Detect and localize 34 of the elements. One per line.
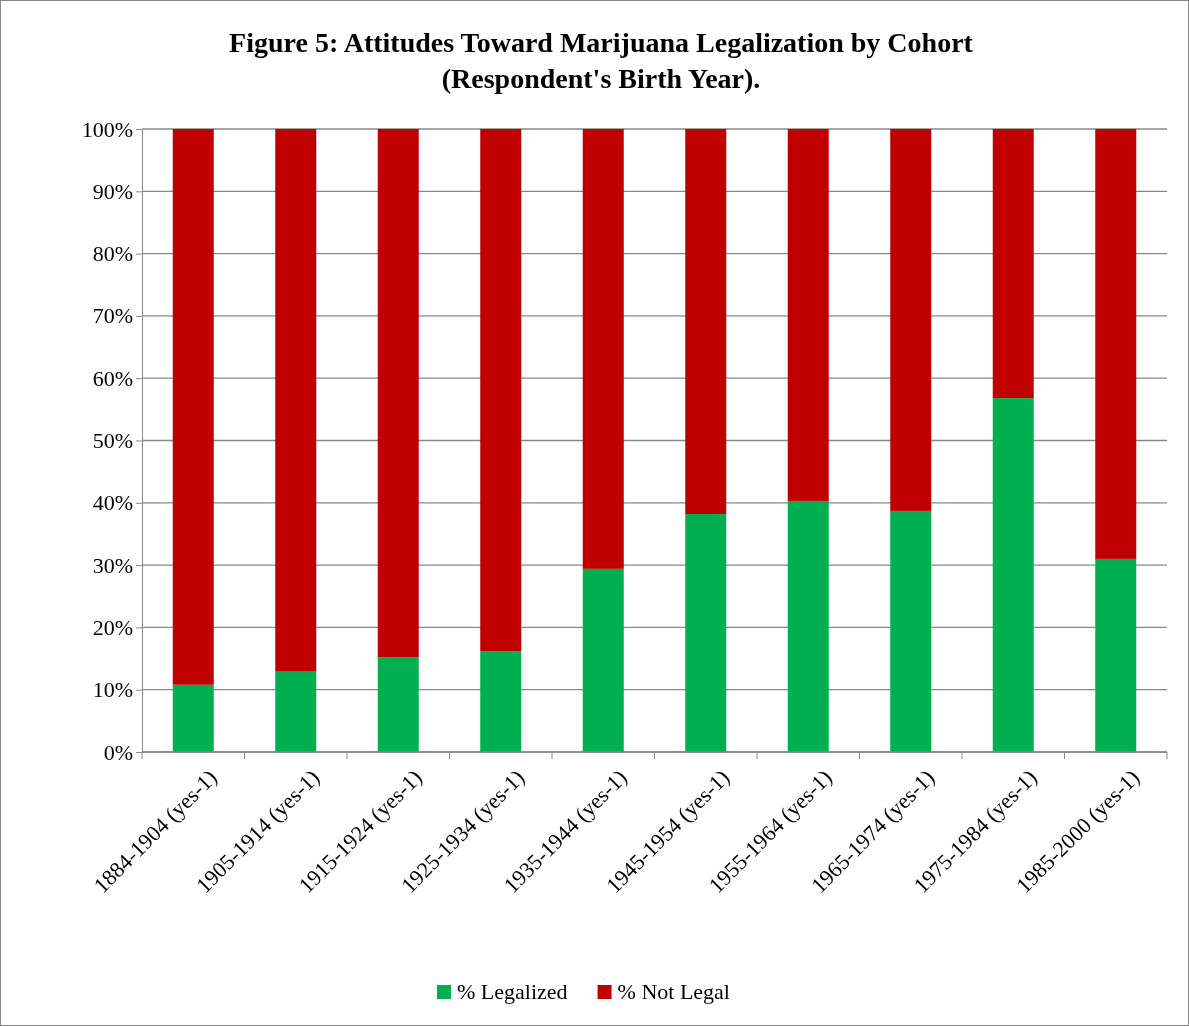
chart-title: Figure 5: Attitudes Toward Marijuana Legalization by Cohort (Respondent's Birth Year). (229, 27, 974, 94)
bar (992, 398, 1034, 752)
bar (377, 657, 419, 752)
bar (377, 129, 419, 658)
y-tick-label: 0% (103, 739, 133, 765)
bar (787, 500, 829, 752)
bar (582, 129, 624, 569)
y-tick-label: 50% (92, 428, 133, 454)
bar (1095, 129, 1137, 559)
bar (275, 671, 317, 752)
y-tick-label: 70% (92, 303, 133, 329)
y-tick-label: 10% (92, 677, 133, 703)
y-tick-label: 100% (81, 116, 133, 142)
bar (992, 129, 1034, 399)
bar (1095, 558, 1137, 752)
legend-label: % Legalized (457, 979, 568, 1004)
bar (787, 129, 829, 501)
bar (480, 651, 522, 752)
bar (172, 129, 214, 685)
legend-label: % Not Legal (617, 979, 730, 1004)
bar (275, 129, 317, 672)
bar (685, 129, 727, 515)
y-tick-label: 60% (92, 365, 133, 391)
y-tick-label: 40% (92, 490, 133, 516)
bar (480, 129, 522, 652)
bar (685, 514, 727, 752)
bar (890, 129, 932, 511)
y-tick-label: 30% (92, 552, 133, 578)
bar (582, 568, 624, 752)
bar (172, 684, 214, 752)
y-tick-label: 20% (92, 614, 133, 640)
y-tick-label: 90% (92, 178, 133, 204)
bar (890, 510, 932, 752)
y-tick-label: 80% (92, 241, 133, 267)
